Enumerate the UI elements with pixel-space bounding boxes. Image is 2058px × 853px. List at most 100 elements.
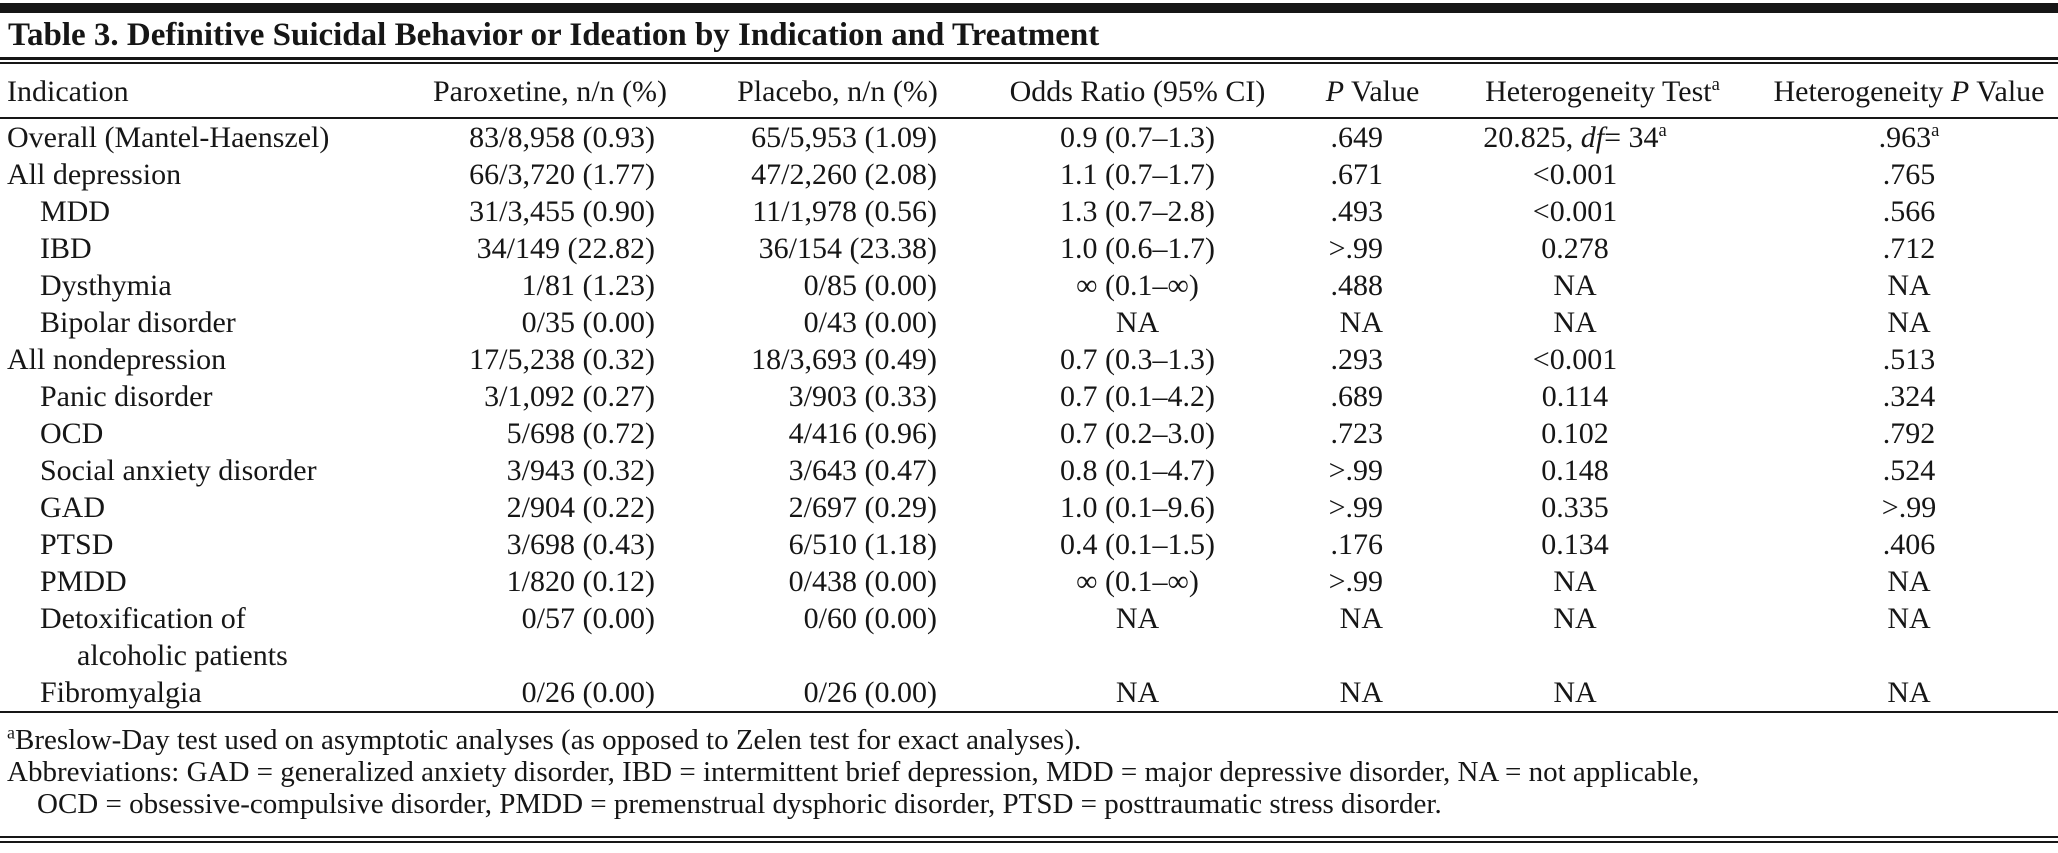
p-value-cell: >.99 — [1328, 454, 1383, 487]
odds-ratio-cell: 1.3 (0.7–2.8) — [1060, 195, 1215, 228]
indication-cell: Fibromyalgia — [40, 676, 202, 709]
table-row: All depression 66/3,720 (1.77) 47/2,260 (2… — [0, 156, 2058, 193]
table-row: Social anxiety disorder 3/943 (0.32) 3/643… — [0, 452, 2058, 489]
indication-cell: All depression — [7, 158, 182, 191]
heterogeneity-test-cell: <0.001 — [1532, 343, 1618, 376]
paroxetine-cell: 66/3,720 (1.77) — [469, 158, 655, 191]
table-row: Fibromyalgia 0/26 (0.00) 0/26 (0.00) NA NA NA… — [0, 674, 2058, 712]
heterogeneity-test-cell: NA — [1553, 269, 1597, 302]
table-body: Overall (Mantel-Haenszel) 83/8,958 (0.93)… — [0, 118, 2058, 712]
odds-ratio-cell: 0.7 (0.3–1.3) — [1060, 343, 1215, 376]
p-value-cell: .671 — [1330, 158, 1384, 191]
p-value-cell: .493 — [1330, 195, 1384, 228]
indication-cell: GAD — [40, 491, 105, 524]
title-divider-rule — [0, 57, 2058, 64]
table-row: GAD 2/904 (0.22) 2/697 (0.29) 1.0 (0.1–9.6)… — [0, 489, 2058, 526]
heterogeneity-p-value-cell: .406 — [1882, 528, 1936, 561]
indication-cell: OCD — [40, 417, 104, 450]
odds-ratio-cell: 0.7 (0.1–4.2) — [1060, 380, 1215, 413]
p-value-cell: NA — [1339, 602, 1383, 635]
paroxetine-cell: 34/149 (22.82) — [476, 232, 655, 265]
odds-ratio-cell: NA — [1115, 602, 1160, 635]
heterogeneity-p-value-cell: .513 — [1882, 343, 1936, 376]
data-table: Indication Paroxetine, n/n (%) Placebo, … — [0, 64, 2058, 713]
p-value-cell: .176 — [1330, 528, 1384, 561]
heterogeneity-test-cell: 0.114 — [1541, 380, 1609, 413]
indication-cell: Bipolar disorder — [40, 306, 236, 339]
p-value-cell: >.99 — [1328, 565, 1383, 598]
placebo-cell: 11/1,978 (0.56) — [752, 195, 937, 228]
placebo-cell: 0/438 (0.00) — [788, 565, 937, 598]
placebo-cell: 0/60 (0.00) — [803, 602, 937, 635]
paroxetine-cell: 0/57 (0.00) — [521, 602, 655, 635]
paroxetine-cell: 3/698 (0.43) — [506, 528, 655, 561]
p-value-cell: >.99 — [1328, 232, 1383, 265]
placebo-cell: 47/2,260 (2.08) — [751, 158, 937, 191]
heterogeneity-test-cell: 0.278 — [1541, 232, 1609, 265]
p-value-cell: .689 — [1330, 380, 1384, 413]
column-header-heterogeneity-test: Heterogeneity Testa — [1445, 64, 1760, 119]
paroxetine-cell: 31/3,455 (0.90) — [469, 195, 655, 228]
table-row: PMDD 1/820 (0.12) 0/438 (0.00) ∞ (0.1–∞) >.9… — [0, 563, 2058, 600]
paroxetine-cell: 83/8,958 (0.93) — [469, 121, 655, 154]
paroxetine-cell: 17/5,238 (0.32) — [469, 343, 655, 376]
heterogeneity-p-value-cell: .765 — [1882, 158, 1936, 191]
odds-ratio-cell: 0.8 (0.1–4.7) — [1060, 454, 1215, 487]
table-row: IBD 34/149 (22.82) 36/154 (23.38) 1.0 (0.6–… — [0, 230, 2058, 267]
heterogeneity-test-cell: 0.102 — [1541, 417, 1609, 450]
heterogeneity-test-cell: NA — [1553, 676, 1597, 709]
paroxetine-cell: 0/35 (0.00) — [521, 306, 655, 339]
heterogeneity-p-value-cell: .712 — [1882, 232, 1936, 265]
paroxetine-cell: 1/81 (1.23) — [521, 269, 655, 302]
table-row: MDD 31/3,455 (0.90) 11/1,978 (0.56) 1.3 (0.… — [0, 193, 2058, 230]
paroxetine-cell: 5/698 (0.72) — [506, 417, 655, 450]
heterogeneity-p-value-cell: NA — [1887, 602, 1931, 635]
footnote-breslow-day: aBreslow-Day test used on asymptotic ana… — [7, 722, 1082, 756]
table-bottom-rule — [0, 836, 2058, 843]
p-value-cell: .723 — [1330, 417, 1384, 450]
p-value-cell: .488 — [1330, 269, 1384, 302]
table-row: PTSD 3/698 (0.43) 6/510 (1.18) 0.4 (0.1–1.5… — [0, 526, 2058, 563]
heterogeneity-p-value-cell: .792 — [1882, 417, 1936, 450]
indication-cell: MDD — [40, 195, 111, 228]
odds-ratio-cell: NA — [1115, 676, 1160, 709]
heterogeneity-test-cell: <0.001 — [1532, 195, 1618, 228]
column-header-heterogeneity-p-value: Heterogeneity P Value — [1760, 64, 2058, 119]
paroxetine-cell: 0/26 (0.00) — [521, 676, 655, 709]
column-header-indication: Indication — [0, 64, 400, 119]
placebo-cell: 0/26 (0.00) — [803, 676, 937, 709]
p-value-cell: .293 — [1330, 343, 1384, 376]
heterogeneity-test-cell: 0.335 — [1541, 491, 1609, 524]
indication-cell: IBD — [40, 232, 92, 265]
footnotes: aBreslow-Day test used on asymptotic ana… — [0, 713, 2058, 820]
heterogeneity-p-value-cell: >.99 — [1881, 491, 1937, 524]
column-header-placebo: Placebo, n/n (%) — [700, 64, 975, 119]
table-row: Panic disorder 3/1,092 (0.27) 3/903 (0.33)… — [0, 378, 2058, 415]
table-row: Overall (Mantel-Haenszel) 83/8,958 (0.93)… — [0, 118, 2058, 156]
table-row: Detoxification of alcoholic patients 0/57 … — [0, 600, 2058, 674]
heterogeneity-test-cell: 0.148 — [1541, 454, 1609, 487]
heterogeneity-p-value-cell: .324 — [1882, 380, 1936, 413]
odds-ratio-cell: 0.7 (0.2–3.0) — [1060, 417, 1215, 450]
odds-ratio-cell: ∞ (0.1–∞) — [1076, 565, 1199, 598]
indication-cell: PMDD — [40, 565, 127, 598]
indication-cell: Dysthymia — [40, 269, 172, 302]
indication-cell: All nondepression — [7, 343, 227, 376]
table-header: Indication Paroxetine, n/n (%) Placebo, … — [0, 64, 2058, 119]
odds-ratio-cell: 0.9 (0.7–1.3) — [1060, 121, 1215, 154]
heterogeneity-p-value-cell: NA — [1887, 306, 1931, 339]
column-header-odds-ratio: Odds Ratio (95% CI) — [975, 64, 1300, 119]
odds-ratio-cell: 1.1 (0.7–1.7) — [1060, 158, 1215, 191]
heterogeneity-test-cell: NA — [1553, 602, 1597, 635]
paroxetine-cell: 2/904 (0.22) — [506, 491, 655, 524]
heterogeneity-test-cell: NA — [1553, 306, 1597, 339]
table-row: OCD 5/698 (0.72) 4/416 (0.96) 0.7 (0.2–3.0)… — [0, 415, 2058, 452]
indication-cell: Panic disorder — [40, 380, 213, 413]
p-value-cell: .649 — [1330, 121, 1384, 154]
indication-cell: Overall (Mantel-Haenszel) — [7, 121, 330, 154]
table-title: Table 3. Definitive Suicidal Behavior or… — [8, 17, 1100, 53]
odds-ratio-cell: NA — [1115, 306, 1160, 339]
placebo-cell: 0/85 (0.00) — [803, 269, 937, 302]
placebo-cell: 3/643 (0.47) — [788, 454, 937, 487]
heterogeneity-test-cell: <0.001 — [1532, 158, 1618, 191]
